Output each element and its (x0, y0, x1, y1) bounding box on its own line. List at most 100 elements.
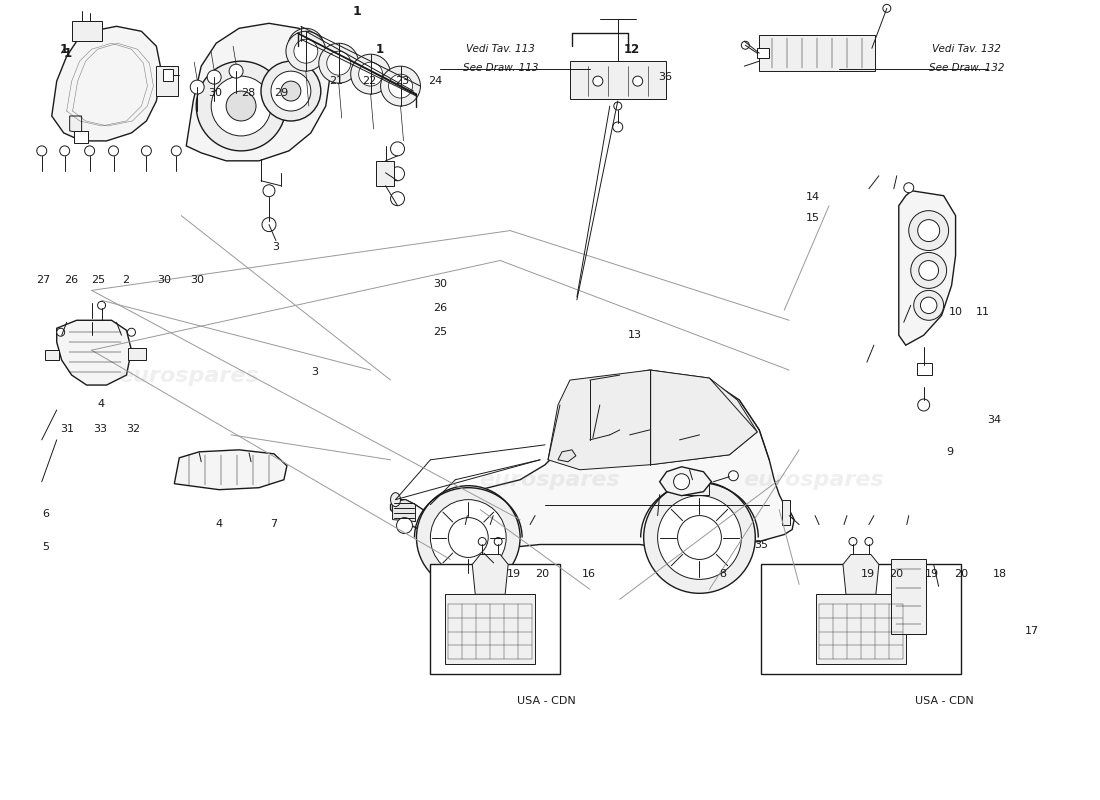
Circle shape (390, 192, 405, 206)
Circle shape (593, 76, 603, 86)
Circle shape (613, 122, 623, 132)
Text: 19: 19 (861, 569, 875, 578)
Bar (680, 482, 710, 494)
Polygon shape (548, 370, 757, 470)
Text: 18: 18 (992, 569, 1007, 578)
Text: 25: 25 (91, 275, 106, 286)
Polygon shape (899, 190, 956, 345)
Circle shape (172, 146, 182, 156)
Circle shape (921, 297, 937, 314)
Circle shape (59, 146, 69, 156)
Polygon shape (57, 320, 132, 385)
Text: 14: 14 (806, 192, 821, 202)
Circle shape (85, 146, 95, 156)
Bar (916, 363, 932, 375)
Text: 4: 4 (97, 399, 104, 409)
Circle shape (319, 43, 359, 83)
Text: 30: 30 (433, 279, 448, 290)
Circle shape (883, 4, 891, 12)
Text: 21: 21 (329, 76, 343, 86)
Circle shape (286, 31, 326, 71)
Text: Vedi Tav. 113: Vedi Tav. 113 (466, 44, 535, 54)
Circle shape (262, 218, 276, 231)
Circle shape (296, 36, 316, 56)
Circle shape (918, 261, 938, 280)
Text: 27: 27 (36, 275, 51, 286)
Circle shape (917, 220, 939, 242)
Circle shape (865, 538, 873, 546)
Circle shape (678, 515, 722, 559)
Text: See Draw. 113: See Draw. 113 (463, 62, 538, 73)
Circle shape (390, 142, 405, 156)
Text: 26: 26 (64, 275, 78, 286)
Circle shape (288, 28, 323, 64)
Text: 3: 3 (273, 242, 279, 251)
Polygon shape (472, 554, 508, 594)
Bar (761, 565, 960, 674)
Circle shape (911, 253, 947, 288)
Text: 22: 22 (362, 76, 376, 86)
Circle shape (271, 71, 311, 111)
Text: eurospares: eurospares (480, 470, 620, 490)
Bar (129, 348, 146, 360)
Circle shape (430, 500, 506, 575)
Text: 20: 20 (889, 569, 903, 578)
Circle shape (142, 146, 152, 156)
Text: 19: 19 (924, 569, 938, 578)
Circle shape (728, 470, 738, 481)
Polygon shape (390, 370, 794, 550)
Text: USA - CDN: USA - CDN (517, 695, 576, 706)
Circle shape (381, 66, 420, 106)
Circle shape (673, 474, 690, 490)
Circle shape (128, 328, 135, 336)
Text: 32: 32 (126, 425, 141, 434)
Text: 30: 30 (209, 88, 222, 98)
Polygon shape (393, 500, 416, 522)
Text: 16: 16 (582, 569, 595, 578)
Text: 33: 33 (94, 425, 108, 434)
Circle shape (390, 167, 405, 181)
Text: 1: 1 (376, 42, 384, 56)
Text: 23: 23 (395, 76, 409, 86)
Circle shape (229, 64, 243, 78)
Circle shape (909, 210, 948, 250)
Circle shape (190, 80, 205, 94)
Bar (375, 161, 394, 186)
Circle shape (294, 39, 318, 63)
Circle shape (494, 538, 503, 546)
Circle shape (227, 91, 256, 121)
Circle shape (478, 538, 486, 546)
Circle shape (632, 76, 642, 86)
Bar (570, 61, 666, 99)
Circle shape (263, 185, 275, 197)
Circle shape (904, 182, 914, 193)
Text: 29: 29 (274, 88, 288, 98)
Text: 12: 12 (624, 42, 640, 56)
Bar (446, 594, 535, 664)
Polygon shape (650, 370, 757, 465)
Circle shape (449, 518, 488, 558)
Text: 3: 3 (311, 367, 318, 377)
Polygon shape (660, 466, 712, 496)
Text: 4: 4 (216, 518, 222, 529)
Circle shape (109, 146, 119, 156)
Text: 1: 1 (64, 46, 72, 60)
Bar (759, 35, 874, 71)
Ellipse shape (390, 493, 400, 506)
Circle shape (211, 76, 271, 136)
Bar (757, 48, 769, 58)
Text: 8: 8 (719, 569, 727, 578)
Bar (891, 559, 926, 634)
Text: 6: 6 (42, 509, 50, 519)
Text: 5: 5 (42, 542, 50, 553)
Polygon shape (558, 450, 576, 462)
Bar (156, 66, 178, 96)
Text: 26: 26 (433, 303, 448, 314)
Circle shape (36, 146, 47, 156)
Circle shape (207, 70, 221, 84)
Circle shape (261, 61, 321, 121)
Text: 9: 9 (946, 447, 954, 457)
Text: 13: 13 (627, 330, 641, 340)
Text: 2: 2 (122, 275, 130, 286)
Circle shape (914, 290, 944, 320)
